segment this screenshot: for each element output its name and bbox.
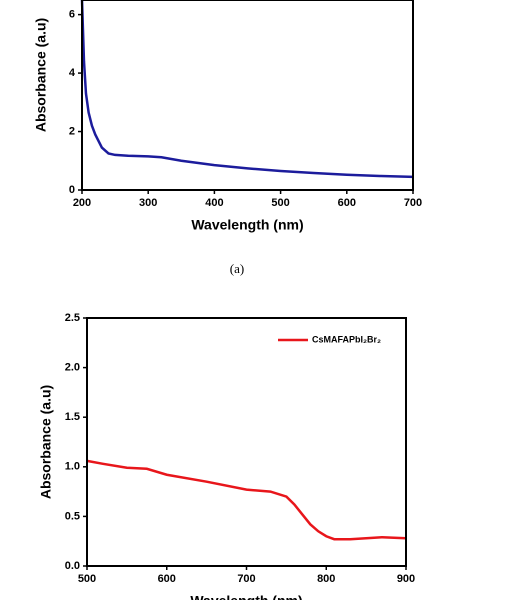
legend-label: CsMAFAPbI₂Br₂: [312, 334, 381, 344]
y-tick-label: 2: [69, 125, 75, 137]
x-tick-label: 900: [397, 573, 415, 585]
data-line: [86, 459, 407, 541]
x-tick-label: 200: [73, 197, 91, 209]
x-tick-label: 700: [237, 573, 255, 585]
data-line: [80, 0, 414, 179]
y-tick-label: 1.0: [65, 461, 80, 473]
y-tick-label: 2.0: [65, 362, 80, 374]
x-tick-label: 700: [404, 197, 422, 209]
y-tick-label: 4: [69, 67, 76, 79]
y-tick-label: 0.5: [65, 510, 80, 522]
y-tick-label: 0.0: [65, 560, 80, 572]
caption: (a): [230, 261, 244, 276]
x-axis-title: Wavelength (nm): [191, 217, 303, 233]
y-tick-label: 6: [69, 9, 75, 21]
y-tick-label: 2.5: [65, 312, 80, 324]
plot-frame: [86, 317, 407, 567]
y-tick-label: 0: [69, 184, 75, 196]
plot-frame: [81, 0, 414, 191]
x-tick-label: 600: [338, 197, 356, 209]
x-tick-label: 400: [205, 197, 223, 209]
x-tick-label: 500: [271, 197, 289, 209]
x-tick-label: 300: [139, 197, 157, 209]
y-axis-title: Absorbance (a.u): [33, 18, 49, 132]
x-tick-label: 800: [317, 573, 335, 585]
y-tick-label: 1.5: [65, 411, 80, 423]
x-tick-label: 500: [78, 573, 96, 585]
x-axis-title: Wavelength (nm): [190, 593, 302, 600]
x-tick-label: 600: [158, 573, 176, 585]
y-axis-title: Absorbance (a.u): [38, 385, 54, 499]
